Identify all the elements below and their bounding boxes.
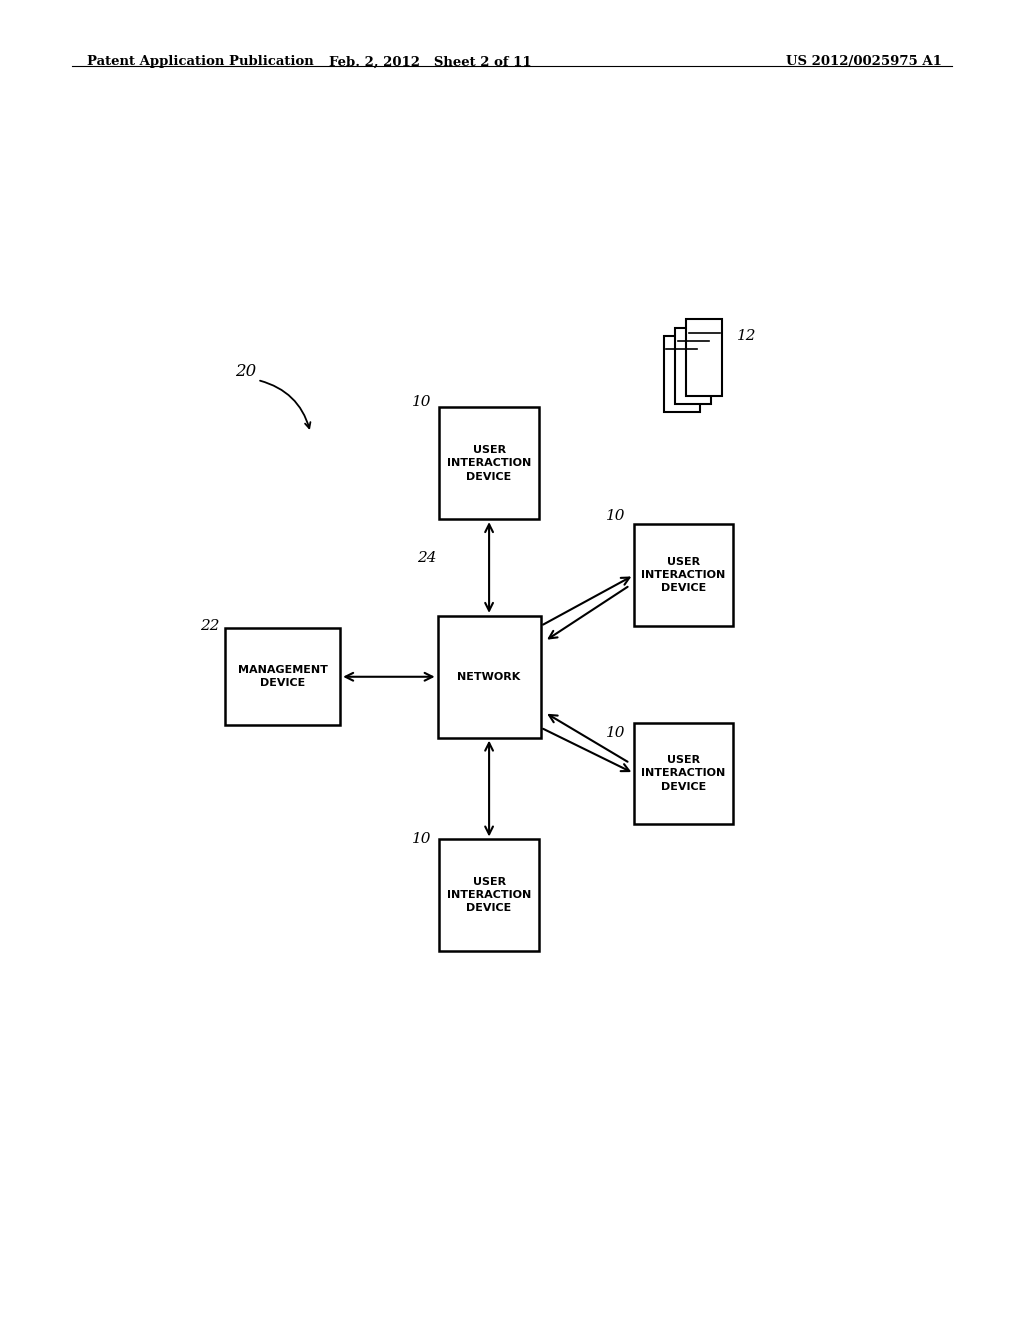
- Text: USER
INTERACTION
DEVICE: USER INTERACTION DEVICE: [446, 876, 531, 913]
- Text: 10: 10: [412, 395, 431, 409]
- Text: 24: 24: [418, 550, 437, 565]
- Text: 12: 12: [737, 329, 757, 343]
- Bar: [634, 722, 733, 824]
- Text: US 2012/0025975 A1: US 2012/0025975 A1: [786, 55, 942, 69]
- Bar: [634, 524, 733, 626]
- Bar: [675, 327, 711, 404]
- Text: MANAGEMENT
DEVICE: MANAGEMENT DEVICE: [238, 665, 328, 688]
- Text: USER
INTERACTION
DEVICE: USER INTERACTION DEVICE: [446, 445, 531, 482]
- Bar: [225, 628, 340, 725]
- Text: USER
INTERACTION
DEVICE: USER INTERACTION DEVICE: [641, 557, 726, 593]
- Bar: [439, 840, 539, 952]
- Bar: [437, 615, 541, 738]
- Text: USER
INTERACTION
DEVICE: USER INTERACTION DEVICE: [641, 755, 726, 792]
- Text: 20: 20: [234, 363, 256, 380]
- Text: NETWORK: NETWORK: [458, 672, 521, 681]
- Bar: [439, 408, 539, 519]
- Text: 22: 22: [200, 619, 219, 634]
- Bar: [665, 335, 699, 412]
- Text: 10: 10: [606, 726, 626, 739]
- Text: 10: 10: [412, 833, 431, 846]
- Text: 10: 10: [606, 510, 626, 523]
- Text: Feb. 2, 2012   Sheet 2 of 11: Feb. 2, 2012 Sheet 2 of 11: [329, 55, 531, 69]
- Text: Patent Application Publication: Patent Application Publication: [87, 55, 313, 69]
- Bar: [686, 319, 722, 396]
